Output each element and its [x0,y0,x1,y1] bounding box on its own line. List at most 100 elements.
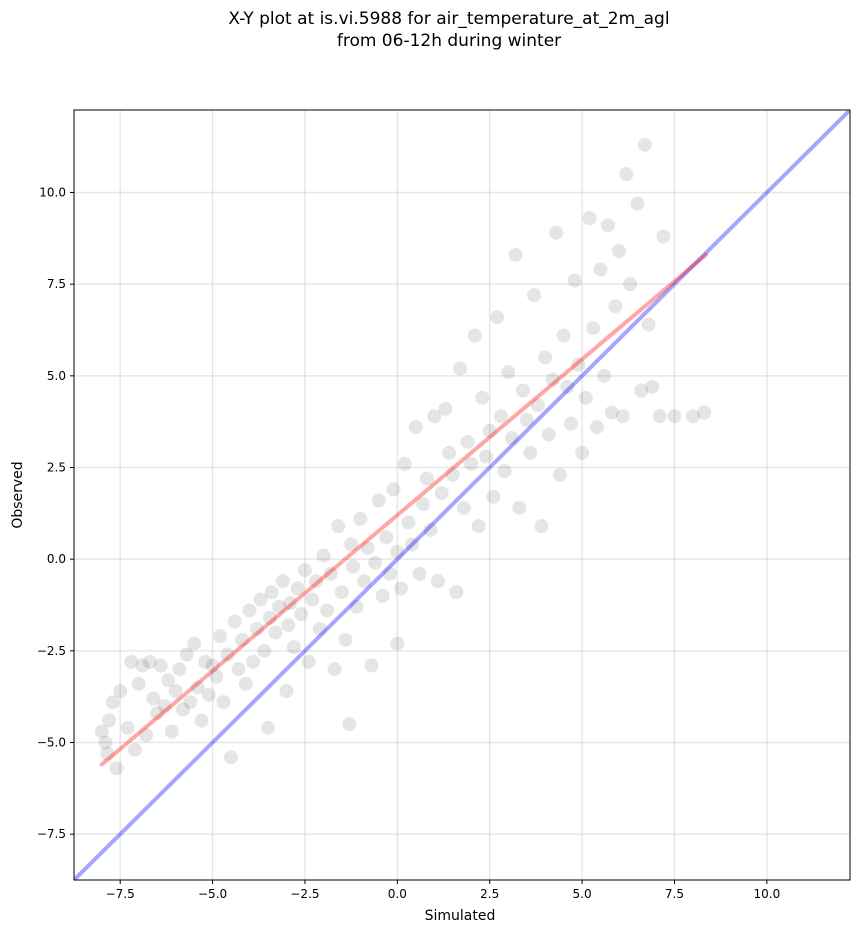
data-point [523,445,538,460]
data-point [416,497,431,512]
data-point [564,416,579,431]
data-point [685,409,700,424]
data-point [508,247,523,262]
x-tick-label: 7.5 [665,887,684,901]
data-point [545,372,560,387]
data-point [109,761,124,776]
data-point [667,409,682,424]
data-point [364,658,379,673]
data-point [390,636,405,651]
y-tick-label: −2.5 [37,644,66,658]
data-point [571,357,586,372]
data-point [357,574,372,589]
data-point [153,658,168,673]
data-point [353,511,368,526]
data-point [249,621,264,636]
data-point [394,581,409,596]
data-point [187,636,202,651]
y-tick-label: 0.0 [47,552,66,566]
x-tick-label: 0.0 [388,887,407,901]
data-point [479,449,494,464]
data-point [327,662,342,677]
data-point [161,673,176,688]
data-point [368,555,383,570]
data-point [334,585,349,600]
data-point [349,599,364,614]
data-point [475,390,490,405]
data-point [220,647,235,662]
data-point [257,643,272,658]
x-tick-label: 2.5 [480,887,499,901]
y-tick-label: −5.0 [37,736,66,750]
data-point [419,471,434,486]
data-point [615,409,630,424]
data-point [637,137,652,152]
data-points [94,137,712,776]
data-point [316,548,331,563]
data-point [512,500,527,515]
data-point [168,684,183,699]
data-point [331,519,346,534]
data-point [301,654,316,669]
data-point [442,445,457,460]
data-point [124,654,139,669]
data-point [312,621,327,636]
data-point [534,519,549,534]
x-axis: −7.5 −5.0 −2.5 0.0 2.5 5.0 7.5 10.0 [106,880,780,901]
data-point [150,706,165,721]
data-point [135,658,150,673]
data-point [597,368,612,383]
plot-frame [73,109,851,881]
data-point [401,515,416,530]
data-point [412,566,427,581]
data-point [253,592,268,607]
data-point [619,167,634,182]
data-point [405,537,420,552]
data-point [216,695,231,710]
data-point [541,427,556,442]
data-point [527,288,542,303]
data-point [612,244,627,259]
data-point [453,361,468,376]
y-tick-label: 2.5 [47,461,66,475]
data-point [272,599,287,614]
data-point [497,464,512,479]
data-point [438,401,453,416]
y-tick-label: 5.0 [47,369,66,383]
x-tick-label: −2.5 [290,887,319,901]
data-point [623,277,638,292]
data-point [242,603,257,618]
x-tick-label: 5.0 [573,887,592,901]
data-point [164,724,179,739]
data-point [345,559,360,574]
data-point [604,405,619,420]
data-point [556,328,571,343]
chart-title-line2: from 06-12h during winter [336,31,562,51]
data-point [262,610,277,625]
y-axis: −7.5 −5.0 −2.5 0.0 2.5 5.0 7.5 10.0 [37,186,74,841]
data-point [697,405,712,420]
data-point [515,383,530,398]
data-point [397,456,412,471]
data-point [467,328,482,343]
data-point [600,218,615,233]
data-point [375,588,390,603]
data-point [172,662,187,677]
data-point [105,695,120,710]
data-point [294,607,309,622]
data-point [634,383,649,398]
data-point [490,310,505,325]
data-point [139,728,154,743]
data-point [382,566,397,581]
data-point [142,654,157,669]
data-point [501,365,516,380]
data-point [652,409,667,424]
data-point [593,262,608,277]
data-point [464,456,479,471]
data-point [578,390,593,405]
data-point [408,420,423,435]
x-tick-label: 10.0 [753,887,780,901]
data-point [456,500,471,515]
data-point [608,299,623,314]
data-point [113,684,128,699]
